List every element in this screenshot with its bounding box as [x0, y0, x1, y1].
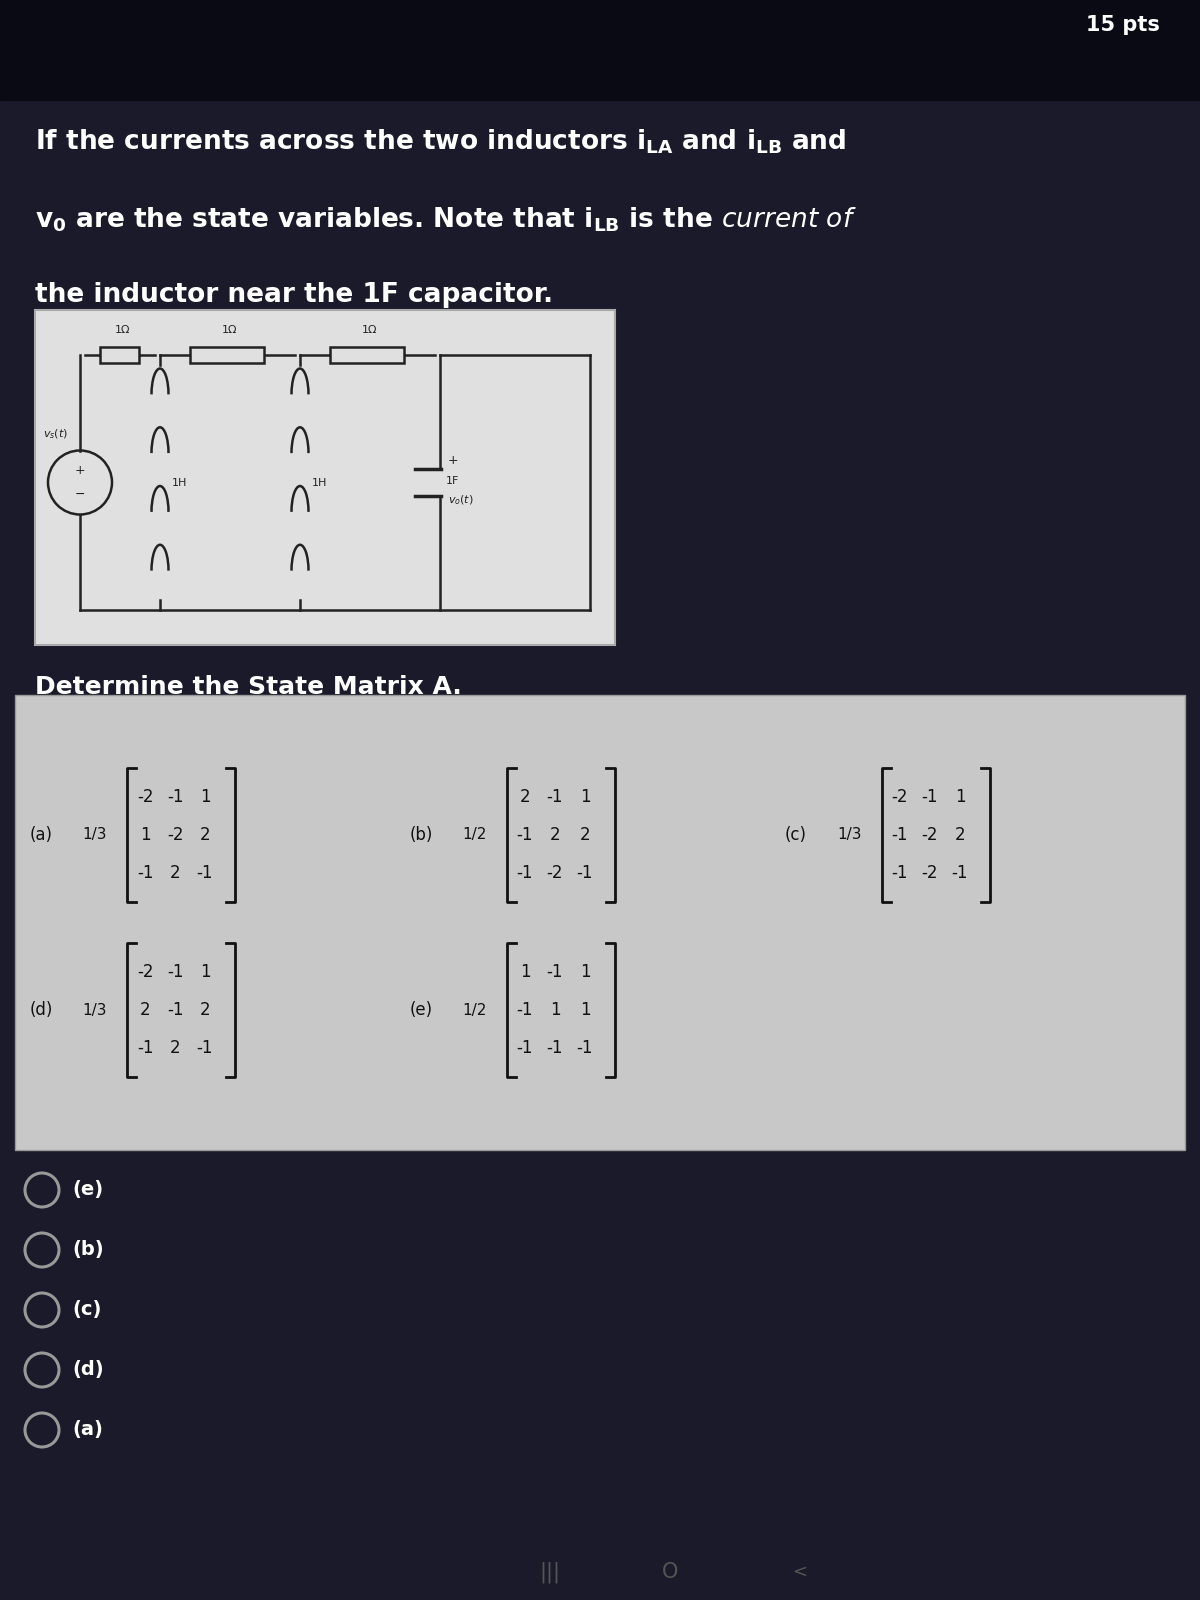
- Text: 1: 1: [580, 963, 590, 981]
- Text: (e): (e): [410, 1002, 433, 1019]
- Text: 15 pts: 15 pts: [1086, 14, 1160, 35]
- Text: 2: 2: [199, 826, 210, 843]
- Text: -1: -1: [197, 1038, 214, 1058]
- Bar: [0, 0, 1200, 99]
- Bar: [35, 310, 616, 645]
- Text: -2: -2: [547, 864, 563, 882]
- Circle shape: [48, 451, 112, 515]
- Text: 1H: 1H: [312, 477, 328, 488]
- Text: 1Ω: 1Ω: [115, 325, 131, 334]
- Text: 1: 1: [955, 787, 965, 806]
- Text: 1: 1: [550, 1002, 560, 1019]
- Text: -1: -1: [517, 1038, 533, 1058]
- Text: -1: -1: [167, 787, 184, 806]
- Text: 1: 1: [580, 787, 590, 806]
- Text: -2: -2: [922, 864, 938, 882]
- Text: −: −: [74, 488, 85, 501]
- Text: |||: |||: [540, 1562, 560, 1582]
- Text: -1: -1: [547, 963, 563, 981]
- Text: -1: -1: [952, 864, 968, 882]
- Text: -1: -1: [892, 864, 908, 882]
- Text: 1: 1: [520, 963, 530, 981]
- Bar: [14, 694, 1186, 1150]
- Text: +: +: [448, 454, 458, 467]
- Text: -1: -1: [167, 963, 184, 981]
- Text: 1/3: 1/3: [82, 827, 107, 843]
- Text: -2: -2: [922, 826, 938, 843]
- Text: If the currents across the two inductors $\mathbf{i_{LA}}$ and $\mathbf{i_{LB}}$: If the currents across the two inductors…: [35, 128, 846, 157]
- Text: 1/3: 1/3: [82, 1003, 107, 1018]
- Text: O: O: [662, 1562, 678, 1582]
- Text: 2: 2: [139, 1002, 150, 1019]
- Text: $v_s(t)$: $v_s(t)$: [43, 427, 68, 440]
- Text: (d): (d): [30, 1002, 53, 1019]
- Text: -1: -1: [577, 864, 593, 882]
- Text: -1: -1: [547, 787, 563, 806]
- Text: 2: 2: [169, 864, 180, 882]
- Text: (a): (a): [30, 826, 53, 845]
- Text: 1: 1: [139, 826, 150, 843]
- Text: -1: -1: [137, 1038, 154, 1058]
- Bar: [190, 347, 264, 363]
- Text: (c): (c): [785, 826, 808, 845]
- Text: -1: -1: [167, 1002, 184, 1019]
- Text: 1Ω: 1Ω: [362, 325, 378, 334]
- Text: $v_o(t)$: $v_o(t)$: [448, 494, 474, 507]
- Text: -1: -1: [517, 864, 533, 882]
- Text: 2: 2: [169, 1038, 180, 1058]
- Text: -2: -2: [167, 826, 184, 843]
- Text: 1/2: 1/2: [462, 827, 486, 843]
- Text: -1: -1: [137, 864, 154, 882]
- Text: 2: 2: [550, 826, 560, 843]
- Bar: [330, 347, 404, 363]
- Text: 1/3: 1/3: [836, 827, 862, 843]
- Text: (b): (b): [72, 1240, 103, 1259]
- Text: -1: -1: [577, 1038, 593, 1058]
- Text: (e): (e): [72, 1181, 103, 1200]
- Text: 2: 2: [955, 826, 965, 843]
- Text: <: <: [792, 1563, 808, 1581]
- Text: 1/2: 1/2: [462, 1003, 486, 1018]
- Text: 1: 1: [199, 787, 210, 806]
- Text: -2: -2: [137, 787, 154, 806]
- Text: 2: 2: [520, 787, 530, 806]
- Text: 2: 2: [199, 1002, 210, 1019]
- Text: (b): (b): [410, 826, 433, 845]
- Text: -1: -1: [517, 1002, 533, 1019]
- Text: -1: -1: [517, 826, 533, 843]
- Text: Determine the State Matrix A.: Determine the State Matrix A.: [35, 675, 462, 699]
- Bar: [101, 347, 139, 363]
- Text: -2: -2: [137, 963, 154, 981]
- Text: 1H: 1H: [172, 477, 187, 488]
- Text: 1: 1: [199, 963, 210, 981]
- Text: (a): (a): [72, 1421, 103, 1440]
- Text: 1F: 1F: [446, 475, 460, 485]
- Text: -1: -1: [892, 826, 908, 843]
- Text: (c): (c): [72, 1301, 101, 1320]
- Text: (d): (d): [72, 1360, 103, 1379]
- Text: +: +: [74, 464, 85, 477]
- Text: -1: -1: [547, 1038, 563, 1058]
- Text: 1Ω: 1Ω: [222, 325, 238, 334]
- Text: -2: -2: [892, 787, 908, 806]
- Text: $\mathbf{v_0}$ are the state variables. Note that $\mathbf{i_{LB}}$ is the $\it{: $\mathbf{v_0}$ are the state variables. …: [35, 205, 857, 234]
- Text: -1: -1: [922, 787, 938, 806]
- Text: the inductor near the 1F capacitor.: the inductor near the 1F capacitor.: [35, 282, 553, 307]
- Text: -1: -1: [197, 864, 214, 882]
- Text: 1: 1: [580, 1002, 590, 1019]
- Text: 2: 2: [580, 826, 590, 843]
